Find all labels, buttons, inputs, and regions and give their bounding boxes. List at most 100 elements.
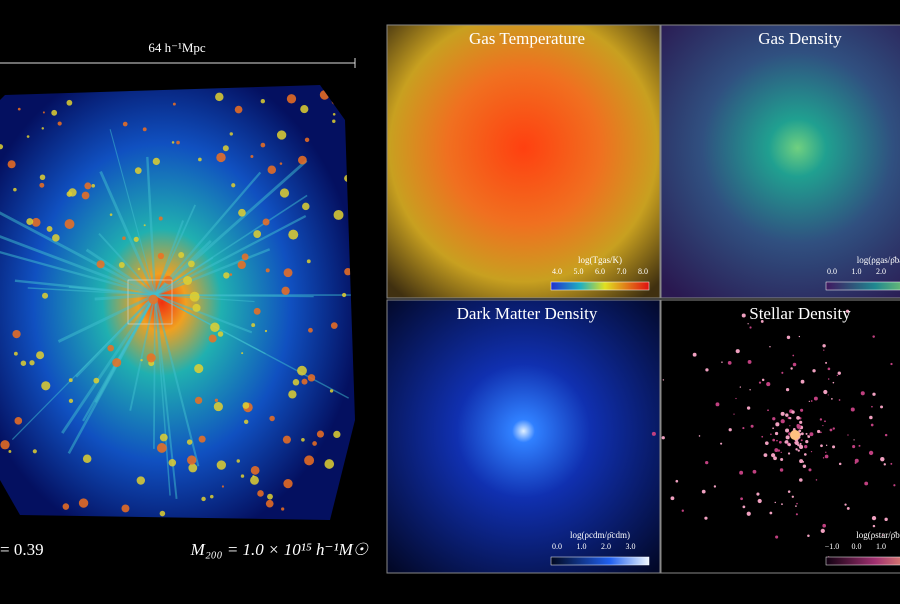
- star: [825, 444, 828, 447]
- star: [735, 397, 737, 400]
- halo: [217, 331, 224, 337]
- star: [797, 449, 800, 452]
- star: [774, 431, 779, 436]
- star: [802, 464, 807, 468]
- halo: [301, 437, 305, 442]
- star: [778, 440, 782, 444]
- filament: [154, 171, 262, 296]
- star: [651, 431, 656, 436]
- star: [864, 481, 869, 486]
- star: [799, 444, 804, 450]
- halo: [31, 217, 41, 227]
- halo: [229, 132, 233, 136]
- star: [761, 378, 765, 382]
- colorbar-tick: 3.0: [626, 542, 636, 551]
- halo: [231, 183, 236, 188]
- star: [858, 444, 861, 447]
- halo: [319, 90, 330, 100]
- stars: [651, 309, 896, 558]
- halo: [260, 98, 266, 104]
- halo: [26, 135, 30, 138]
- panel-title: Gas Temperature: [469, 29, 585, 48]
- halo: [241, 253, 249, 261]
- star: [872, 335, 875, 338]
- halo: [329, 389, 334, 393]
- star: [820, 431, 822, 434]
- halo: [159, 433, 168, 442]
- star: [820, 528, 825, 533]
- star: [805, 440, 809, 444]
- star: [789, 425, 791, 427]
- star: [675, 479, 679, 483]
- star: [823, 349, 825, 351]
- colorbar-tick: −1.0: [825, 542, 840, 551]
- star: [799, 478, 803, 482]
- filament: [154, 220, 185, 296]
- star: [796, 416, 800, 420]
- star: [764, 441, 769, 446]
- star: [893, 484, 896, 487]
- star: [824, 420, 826, 423]
- halo: [214, 398, 219, 402]
- halo-mass: M₂₀₀ = 1.0 × 10¹⁵ h⁻¹M☉: [190, 540, 369, 559]
- halo: [262, 218, 270, 226]
- filament: [57, 293, 156, 343]
- star: [750, 424, 754, 428]
- star: [774, 448, 779, 453]
- star: [741, 313, 746, 318]
- star: [817, 429, 821, 434]
- halo: [251, 323, 256, 328]
- halo: [121, 504, 130, 513]
- star: [746, 406, 751, 410]
- scale-label: 64 h⁻¹Mpc: [148, 40, 206, 55]
- halo: [0, 144, 4, 150]
- star: [880, 405, 884, 409]
- star: [836, 374, 838, 377]
- filament: [153, 294, 156, 449]
- halo: [288, 390, 297, 399]
- star: [860, 391, 865, 396]
- colorbar-tick: 4.0: [552, 267, 562, 276]
- star: [808, 400, 810, 402]
- star: [705, 368, 709, 372]
- halo: [300, 105, 309, 114]
- filament: [94, 293, 156, 301]
- halo: [187, 455, 197, 465]
- halo: [301, 378, 308, 385]
- colorbar-tick: 0.0: [852, 542, 862, 551]
- halo: [158, 216, 163, 221]
- halo: [198, 435, 206, 443]
- halo: [26, 218, 34, 226]
- star: [791, 410, 795, 414]
- star: [740, 497, 743, 501]
- halo: [134, 167, 142, 174]
- halo: [137, 267, 141, 271]
- halo: [176, 140, 180, 145]
- panel-image: [660, 299, 900, 574]
- star: [728, 428, 732, 432]
- star: [735, 349, 740, 354]
- star: [770, 433, 772, 436]
- star: [800, 379, 805, 384]
- redshift: = 0.39: [0, 540, 44, 559]
- star-core: [790, 430, 800, 440]
- halo: [178, 252, 185, 259]
- star: [825, 451, 827, 454]
- colorbar-tick: 1.0: [876, 542, 886, 551]
- halo: [12, 329, 21, 339]
- halo: [91, 183, 96, 188]
- halo: [78, 498, 89, 508]
- star: [780, 411, 785, 416]
- star: [758, 381, 762, 384]
- colorbar-label: log(Tgas/K): [578, 255, 622, 265]
- filament: [154, 248, 271, 297]
- panel-image: [386, 24, 661, 299]
- halo: [62, 503, 70, 510]
- star: [827, 367, 831, 371]
- halo: [82, 454, 92, 463]
- halo: [57, 121, 62, 126]
- halo: [36, 351, 45, 360]
- halo: [140, 358, 143, 362]
- star: [822, 523, 827, 528]
- star: [890, 362, 893, 366]
